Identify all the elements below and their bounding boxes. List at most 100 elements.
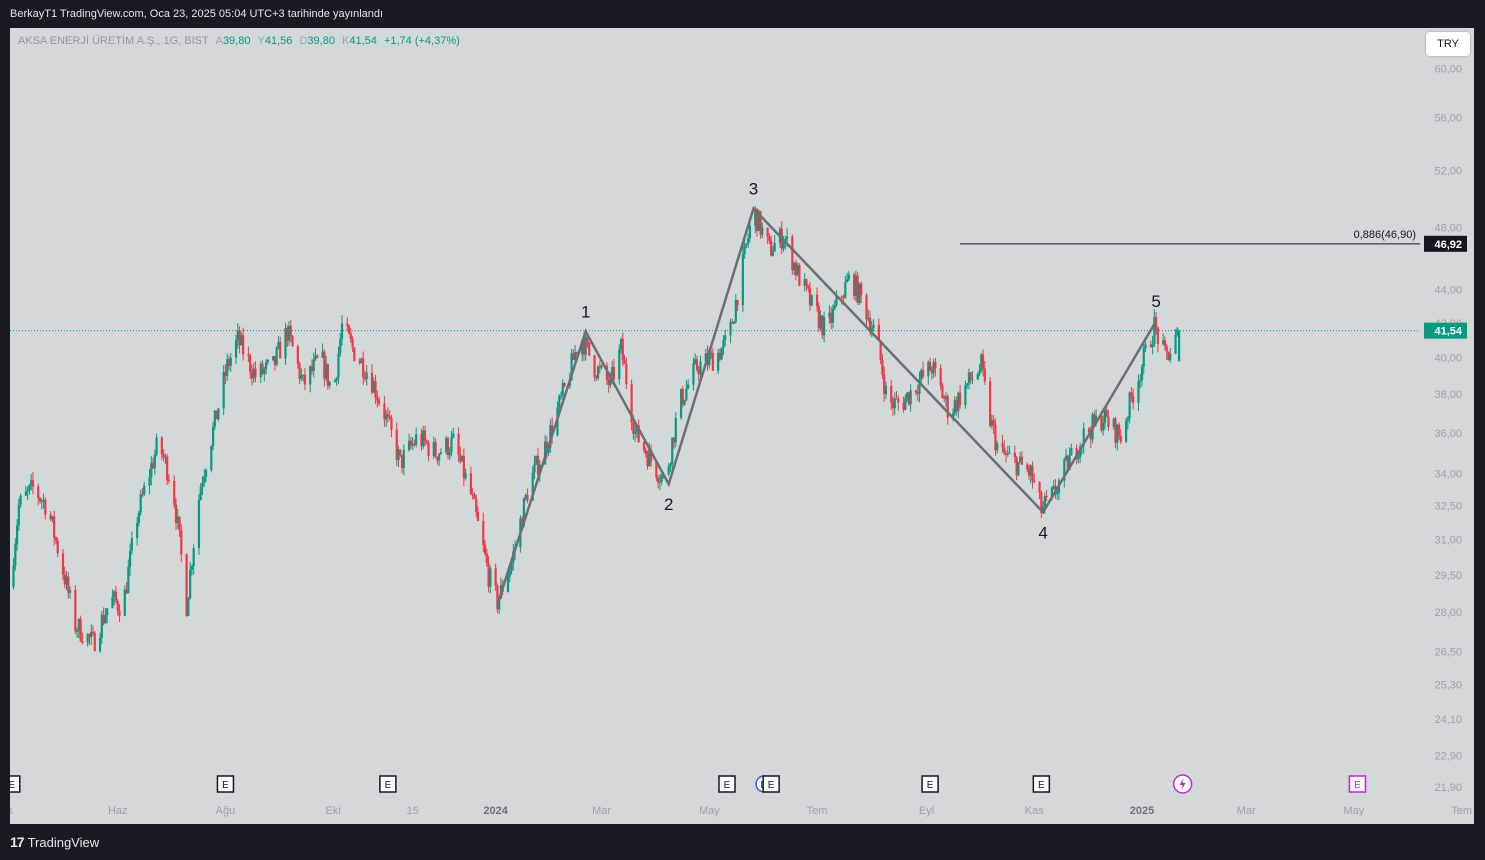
candle (496, 585, 499, 610)
x-tick-label: May (1344, 805, 1365, 817)
candle (734, 299, 737, 322)
candle (457, 433, 460, 455)
candle (19, 495, 22, 505)
candle (853, 274, 856, 297)
chart-pane[interactable] (10, 28, 1474, 824)
candle (388, 416, 391, 418)
elliott-wave-line[interactable] (496, 206, 1158, 605)
candle (240, 335, 243, 346)
candle (588, 342, 591, 356)
candle (77, 619, 80, 631)
candle (252, 368, 255, 379)
candle (549, 425, 552, 448)
earnings-icon[interactable] (718, 775, 736, 793)
candle (1056, 492, 1059, 495)
candle (747, 237, 750, 244)
candle (377, 400, 381, 404)
candle (238, 330, 241, 346)
currency-button[interactable]: TRY (1426, 32, 1470, 56)
candle (111, 597, 114, 609)
earnings-icon[interactable] (921, 775, 939, 793)
candle (881, 360, 884, 375)
candle (830, 312, 833, 323)
candle (187, 598, 190, 617)
candle (1149, 344, 1152, 348)
candle (215, 410, 218, 420)
candle (506, 576, 510, 592)
y-tick-label: 31,00 (1434, 534, 1462, 546)
candle (438, 453, 441, 461)
price-chart[interactable]: 60,0056,0052,0048,0044,0042,0040,0038,00… (10, 28, 1474, 824)
candle (254, 368, 257, 378)
candle (213, 410, 216, 427)
candle (61, 553, 65, 575)
candle (570, 353, 573, 380)
candle (1033, 480, 1036, 483)
earnings-icon[interactable] (1032, 775, 1051, 793)
tradingview-logo-icon: 17 (10, 834, 25, 850)
candle (86, 634, 89, 643)
tradingview-logo[interactable]: 17 TradingView (10, 834, 99, 850)
candle (328, 382, 331, 386)
x-tick-label: Haz (108, 805, 128, 817)
candle (526, 495, 529, 501)
future-earnings-icon[interactable] (1348, 775, 1367, 793)
candle (883, 374, 886, 395)
candle (67, 576, 70, 593)
candle (351, 339, 354, 348)
candle (649, 449, 653, 462)
candle (1070, 447, 1073, 456)
candle (943, 397, 946, 400)
candle (459, 454, 462, 462)
candle (823, 317, 826, 336)
candle (989, 381, 992, 426)
candle (574, 352, 577, 360)
candle (524, 495, 527, 499)
earnings-icon[interactable] (379, 775, 397, 793)
candle (792, 262, 796, 271)
candle (708, 354, 711, 366)
candle (681, 388, 684, 405)
earnings-icon[interactable] (762, 775, 780, 793)
candle (136, 523, 139, 539)
candle (916, 392, 919, 394)
candle (1087, 428, 1091, 433)
candle (897, 398, 900, 403)
candle (383, 403, 386, 420)
candle (386, 414, 390, 417)
y-tick-label: 34,00 (1434, 469, 1462, 481)
candle (143, 485, 146, 495)
candle (671, 437, 674, 464)
candle (185, 554, 188, 617)
candle (139, 494, 142, 513)
candle (162, 454, 165, 458)
candle (906, 392, 909, 399)
candle (173, 480, 176, 505)
candle (397, 449, 400, 461)
candle (76, 630, 79, 632)
candle (189, 569, 192, 599)
candle (791, 236, 794, 271)
candle (828, 312, 831, 318)
candle (921, 369, 925, 377)
earnings-icon[interactable] (216, 775, 235, 793)
candle (372, 381, 375, 393)
candle (192, 548, 195, 567)
candle (771, 251, 775, 256)
candle (770, 241, 773, 256)
candle (114, 591, 118, 601)
candle (1126, 418, 1129, 421)
earnings-icon[interactable] (10, 775, 21, 793)
y-tick-label: 24,10 (1434, 714, 1462, 726)
tradingview-brand: TradingView (27, 834, 100, 850)
candle (891, 402, 895, 409)
candle (672, 437, 676, 443)
candle (607, 379, 610, 386)
candle (1177, 330, 1181, 362)
y-tick-label: 29,50 (1434, 570, 1462, 582)
candle (978, 370, 981, 375)
candle (347, 325, 351, 334)
candle (203, 477, 206, 483)
candle (976, 374, 979, 380)
candle (957, 392, 960, 412)
